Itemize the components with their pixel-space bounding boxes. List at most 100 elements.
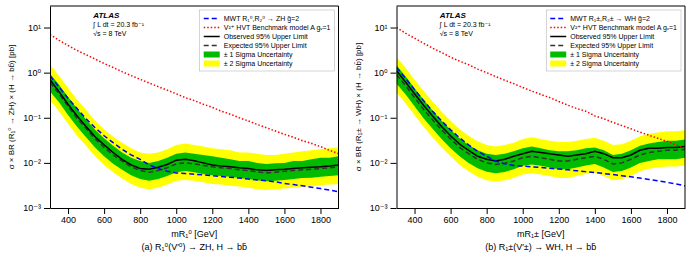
legend-label: Observed 95% Upper Limit: [224, 33, 308, 41]
legend-swatch: [550, 27, 566, 29]
tick-mark: [104, 208, 105, 214]
annotations: ATLAS∫ L dt = 20.3 fb⁻¹√s = 8 TeV: [439, 11, 491, 37]
tick-mark: [248, 208, 249, 214]
legend-label: ± 2 Sigma Uncertainty: [570, 60, 639, 68]
x-tick: 1200: [203, 208, 223, 225]
y-tick: 10⁰: [27, 68, 50, 78]
tick-label: 1600: [275, 215, 295, 225]
legend-swatch: [550, 61, 566, 67]
tick-label: 10⁻³: [370, 203, 388, 213]
band: [50, 65, 339, 190]
tick-label: 10⁻³: [23, 203, 41, 213]
tick-mark: [212, 208, 213, 214]
legend-item: Observed 95% Upper Limit: [550, 33, 654, 41]
legend-item: ± 2 Sigma Uncertainty: [204, 60, 293, 68]
legend-label: ± 1 Sigma Uncertainty: [224, 51, 293, 59]
tick-mark: [559, 208, 560, 214]
tick-label: 800: [480, 215, 495, 225]
line: [397, 68, 686, 186]
tick-label: 10⁰: [374, 68, 388, 78]
tick-mark: [391, 118, 397, 119]
legend-label: V²⁺ HVT Benchmark model A gᵥ=1: [570, 24, 677, 32]
x-tick: 800: [480, 208, 495, 225]
tick-mark: [176, 208, 177, 214]
y-axis: 10⁻³ 10⁻² 10⁻¹ 10⁰ 10¹: [23, 7, 50, 214]
annotation: √s = 8 TeV: [93, 30, 126, 37]
legend-item: V²⁺ HVT Benchmark model A gᵥ=1: [204, 24, 331, 32]
x-tick: 1400: [239, 208, 259, 225]
legend: MWT R₁±,R₂± → WH g̃=2V²⁺ HVT Benchmark m…: [546, 10, 681, 71]
caption: (a) R₁⁰(V′⁰) → ZH, H → bb̄: [142, 242, 247, 252]
y-tick: 10⁻³: [23, 203, 50, 213]
legend-swatch: [204, 61, 220, 67]
legend-label: Expected 95% Upper Limit: [224, 42, 307, 50]
tick-mark: [44, 208, 50, 209]
line: [397, 28, 686, 149]
x-tick: 600: [444, 208, 459, 225]
legend-item: MWT R₁±,R₂± → WH g̃=2: [550, 15, 650, 23]
tick-label: 10⁻²: [23, 158, 41, 168]
tick-label: 10⁻¹: [23, 113, 41, 123]
line: [50, 83, 339, 173]
legend-item: V²⁺ HVT Benchmark model A gᵥ=1: [550, 24, 677, 32]
annotation: √s = 8 TeV: [440, 30, 473, 37]
tick-label: 1400: [585, 215, 605, 225]
legend-swatch: [550, 18, 566, 20]
annotation: ATLAS: [439, 11, 467, 20]
tick-mark: [667, 208, 668, 214]
tick-label: 1800: [311, 215, 331, 225]
tick-label: 400: [61, 215, 76, 225]
legend-swatch: [550, 45, 566, 47]
tick-label: 1400: [239, 215, 259, 225]
tick-label: 1200: [549, 215, 569, 225]
tick-label: 10⁻¹: [370, 113, 388, 123]
legend-item: ± 1 Sigma Uncertainty: [550, 51, 639, 59]
legend: MWT R₁⁰,R₂⁰ → ZH g̃=2V²⁺ HVT Benchmark m…: [200, 10, 335, 71]
tick-mark: [391, 73, 397, 74]
tick-label: 10⁰: [27, 68, 41, 78]
tick-label: 10¹: [374, 23, 387, 33]
tick-mark: [391, 28, 397, 29]
x-axis-title: mR₁⁰ [GeV]: [171, 229, 217, 239]
y-tick: 10¹: [28, 23, 50, 33]
caption: (b) R₁±(V′±) → WH, H → bb̄: [485, 242, 596, 252]
y-axis: 10⁻³10⁻²10⁻¹10⁰10¹: [370, 7, 397, 214]
x-tick: 1200: [549, 208, 569, 225]
chart: 4006008001000120014001600180010⁻³10⁻²10⁻…: [0, 0, 693, 254]
legend-item: ± 2 Sigma Uncertainty: [550, 60, 639, 68]
legend-label: MWT R₁⁰,R₂⁰ → ZH g̃=2: [224, 15, 299, 23]
y-tick: 10¹: [374, 23, 396, 33]
legend-swatch: [204, 18, 220, 20]
legend-label: ± 2 Sigma Uncertainty: [224, 60, 293, 68]
legend-frame: [200, 10, 335, 71]
tick-mark: [391, 163, 397, 164]
frame-line: [685, 6, 686, 208]
x-tick: 1000: [167, 208, 187, 225]
legend-swatch: [550, 52, 566, 58]
legend-label: Expected 95% Upper Limit: [570, 42, 653, 50]
y-tick: 10⁻¹: [23, 113, 50, 123]
legend-item: MWT R₁⁰,R₂⁰ → ZH g̃=2: [204, 15, 299, 23]
legend-label: Observed 95% Upper Limit: [570, 33, 654, 41]
x-axis: 40060080010001200140016001800: [51, 208, 340, 225]
legend-label: V²⁺ HVT Benchmark model A gᵥ=1: [224, 24, 331, 32]
legend-swatch: [204, 36, 220, 38]
tick-mark: [44, 163, 50, 164]
x-axis-title: mR₁± [GeV]: [517, 229, 564, 239]
tick-label: 1000: [513, 215, 533, 225]
y-axis-title: σ × BR (R₁⁰ → ZH) × (H → bb̄) [pb]: [7, 45, 16, 170]
tick-label: 1600: [621, 215, 641, 225]
x-tick: 1400: [585, 208, 605, 225]
legend-label: MWT R₁±,R₂± → WH g̃=2: [570, 15, 650, 23]
tick-mark: [44, 73, 50, 74]
x-tick: 1000: [513, 208, 533, 225]
legend-swatch: [204, 52, 220, 58]
y-tick: 10⁻¹: [370, 113, 397, 123]
legend-frame: [546, 10, 681, 71]
x-tick: 600: [97, 208, 112, 225]
x-tick: 1600: [275, 208, 295, 225]
tick-mark: [595, 208, 596, 214]
legend-item: Expected 95% Upper Limit: [204, 42, 307, 50]
panel: 4006008001000120014001600180010⁻³10⁻²10⁻…: [7, 6, 339, 239]
annotation: ∫ L dt = 20.3 fb⁻¹: [92, 21, 144, 29]
